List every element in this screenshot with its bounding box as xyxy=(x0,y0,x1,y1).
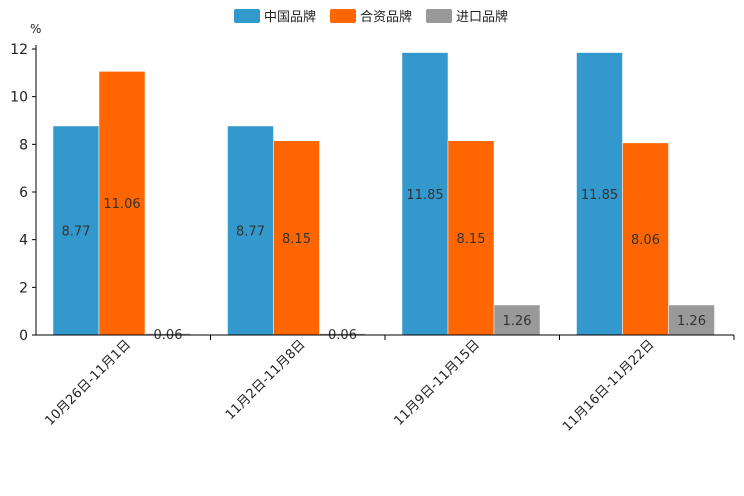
data-label: 11.85 xyxy=(406,188,443,203)
bar-1-2 xyxy=(227,125,274,336)
data-label: 11.85 xyxy=(581,188,618,203)
legend: 中国品牌 合资品牌 进口品牌 xyxy=(234,9,508,25)
y-tick-label: 2 xyxy=(19,280,28,296)
y-tick-label: 8 xyxy=(19,137,28,153)
bar-3-4 xyxy=(668,304,715,336)
x-tick-label: 10月26日-11月1日 xyxy=(42,337,134,429)
y-tick-label: 4 xyxy=(19,233,28,249)
legend-label-2: 合资品牌 xyxy=(360,9,412,25)
legend-swatch-3 xyxy=(426,9,452,23)
data-label: 8.06 xyxy=(631,233,660,248)
data-label: 8.77 xyxy=(236,224,265,239)
y-tick-label: 12 xyxy=(10,42,28,58)
x-tick-label: 11月9日-11月15日 xyxy=(391,337,483,429)
x-axis: 10月26日-11月1日 11月2日-11月8日 11月9日-11月15日 11月16… xyxy=(36,334,735,435)
legend-label-3: 进口品牌 xyxy=(456,9,508,25)
legend-label-1: 中国品牌 xyxy=(264,9,316,25)
bar-2-2 xyxy=(273,140,320,336)
y-tick-label: 6 xyxy=(19,185,28,201)
x-tick-label: 11月16日-11月22日 xyxy=(560,337,657,434)
data-label: 11.06 xyxy=(103,197,140,212)
bar-1-1 xyxy=(52,125,100,336)
bar-1-3 xyxy=(401,52,449,336)
y-axis: 0 2 4 6 8 10 12 xyxy=(10,42,37,344)
data-label: 8.15 xyxy=(282,232,311,247)
data-label: 1.26 xyxy=(677,314,706,329)
y-tick-label: 10 xyxy=(10,90,28,106)
bar-1-4 xyxy=(576,52,623,336)
legend-swatch-1 xyxy=(234,9,260,23)
legend-swatch-2 xyxy=(330,9,356,23)
data-label: 8.77 xyxy=(62,224,91,239)
x-tick-label: 11月2日-11月8日 xyxy=(223,337,309,423)
y-tick-label: 0 xyxy=(19,328,28,344)
bar-2-4 xyxy=(622,142,669,336)
bar-2-3 xyxy=(447,140,495,336)
data-label: 1.26 xyxy=(503,314,532,329)
data-label: 8.15 xyxy=(457,232,486,247)
bar-2-1 xyxy=(98,71,146,336)
y-axis-unit-label: % xyxy=(30,22,41,36)
